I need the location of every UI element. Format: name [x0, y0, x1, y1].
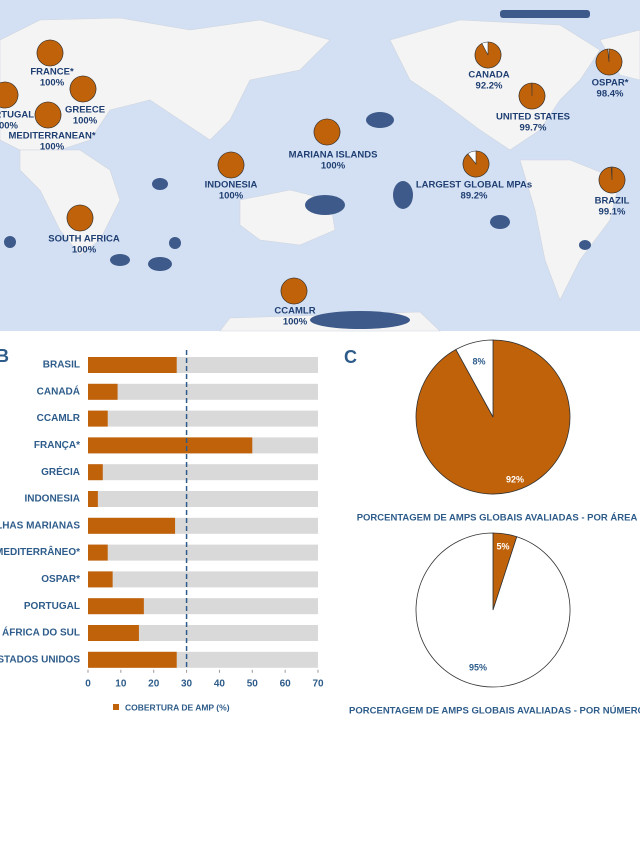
bar-chart: B BRASIL CANADÁ CCAMLR FRANÇA* GRÉCIA INDONESI… [0, 346, 324, 713]
land [0, 17, 640, 332]
coverage-slice [313, 118, 341, 146]
pie-charts: C 92% 8% PORCENTAGEM DE AMPS GLOBAIS AVALIA… [344, 339, 640, 717]
bar [88, 383, 118, 400]
y-tick-label: CCAMLR [37, 413, 81, 424]
map-markers: FRANCE*100%PORTUGAL100%GREECE100%MEDITER… [0, 39, 630, 328]
bar [88, 517, 176, 534]
legend-label: COBERTURA DE AMP (%) [125, 702, 230, 712]
region-name: BRAZIL [595, 196, 630, 207]
y-tick-label: GRÉCIA [41, 465, 80, 478]
bar [88, 410, 108, 427]
panel-label: B [0, 346, 9, 366]
region-name: CANADA [468, 70, 509, 81]
x-tick-label: 60 [280, 678, 292, 689]
region-value: 99.7% [520, 123, 547, 134]
bar [88, 491, 98, 507]
region-value: 100% [73, 116, 98, 127]
y-tick-label: FRANÇA* [34, 440, 80, 451]
region-name: MARIANA ISLANDS [289, 150, 378, 161]
y-tick-label: ILHAS MARIANAS [0, 520, 80, 531]
region-name: GREECE [65, 105, 105, 116]
x-tick-label: 50 [247, 678, 259, 689]
y-tick-label: OSPAR* [41, 574, 80, 585]
bar-track [88, 544, 318, 561]
region-name: SOUTH AFRICA [48, 234, 120, 245]
x-tick-label: 40 [214, 678, 226, 689]
region-value: 100% [72, 245, 97, 256]
pie-title: PORCENTAGEM DE AMPS GLOBAIS AVALIADAS - … [349, 705, 640, 717]
region-name: PORTUGAL [0, 110, 34, 121]
bar-track [88, 491, 318, 507]
bar [88, 437, 253, 454]
y-tick-label: ESTADOS UNIDOS [0, 654, 80, 665]
coverage-slice [474, 41, 502, 69]
x-tick-label: 20 [148, 678, 160, 689]
y-tick-label: BRASIL [43, 360, 80, 371]
legend-swatch [113, 704, 119, 710]
y-tick-label: MEDITERRÂNEO* [0, 545, 80, 558]
bar [88, 598, 144, 615]
pie-slice [455, 339, 494, 418]
x-tick-label: 0 [85, 678, 91, 689]
panel-label: C [344, 347, 357, 367]
coverage-slice [595, 48, 623, 76]
slice-label: 95% [469, 662, 487, 672]
region-name: CCAMLR [274, 306, 315, 317]
region-value: 92.2% [476, 81, 503, 92]
bar [88, 464, 103, 481]
bar [88, 625, 139, 641]
coverage-slice [66, 204, 94, 232]
bar-track [88, 410, 318, 427]
slice-label: 5% [496, 541, 509, 551]
bar-track [88, 625, 318, 641]
coverage-slice [462, 150, 490, 178]
coverage-slice [69, 75, 97, 103]
bar [88, 544, 108, 561]
pie-slice [415, 532, 571, 688]
y-tick-label: CANADÁ [37, 384, 80, 397]
bar [88, 571, 113, 588]
region-value: 100% [321, 161, 346, 172]
region-value: 100% [283, 317, 308, 328]
region-name: FRANCE* [30, 67, 74, 78]
coverage-slice [36, 39, 64, 67]
mpa-areas [4, 10, 591, 329]
region-value: 100% [0, 121, 19, 132]
coverage-slice [34, 101, 62, 129]
y-tick-label: ÁFRICA DO SUL [2, 626, 80, 639]
coverage-slice [0, 81, 19, 109]
region-value: 100% [40, 78, 65, 89]
x-tick-label: 10 [115, 678, 127, 689]
bar-track [88, 598, 318, 615]
bar-track [88, 571, 318, 588]
y-tick-label: PORTUGAL [24, 601, 80, 612]
bar [88, 651, 177, 668]
bar-track [88, 383, 318, 400]
coverage-slice [518, 82, 546, 110]
y-tick-label: INDONESIA [24, 494, 80, 505]
bar-track [88, 464, 318, 481]
region-value: 98.4% [597, 89, 624, 100]
coverage-slice [217, 151, 245, 179]
pie-title: PORCENTAGEM DE AMPS GLOBAIS AVALIADAS - … [357, 513, 638, 524]
region-value: 99.1% [599, 207, 626, 218]
region-value: 100% [219, 191, 244, 202]
region-name: UNITED STATES [496, 112, 570, 123]
x-tick-label: 70 [312, 678, 324, 689]
region-name: INDONESIA [205, 180, 258, 191]
coverage-slice [280, 277, 308, 305]
coverage-slice [598, 166, 626, 194]
region-name: MEDITERRANEAN* [8, 131, 95, 142]
world-map [0, 0, 640, 332]
bar [88, 357, 177, 373]
slice-label: 8% [472, 356, 485, 366]
region-name: OSPAR* [592, 78, 629, 89]
region-value: 100% [40, 142, 65, 153]
x-tick-label: 30 [181, 678, 193, 689]
slice-label: 92% [506, 474, 524, 484]
region-value: 89.2% [461, 191, 488, 202]
region-name: LARGEST GLOBAL MPAs [416, 180, 532, 191]
